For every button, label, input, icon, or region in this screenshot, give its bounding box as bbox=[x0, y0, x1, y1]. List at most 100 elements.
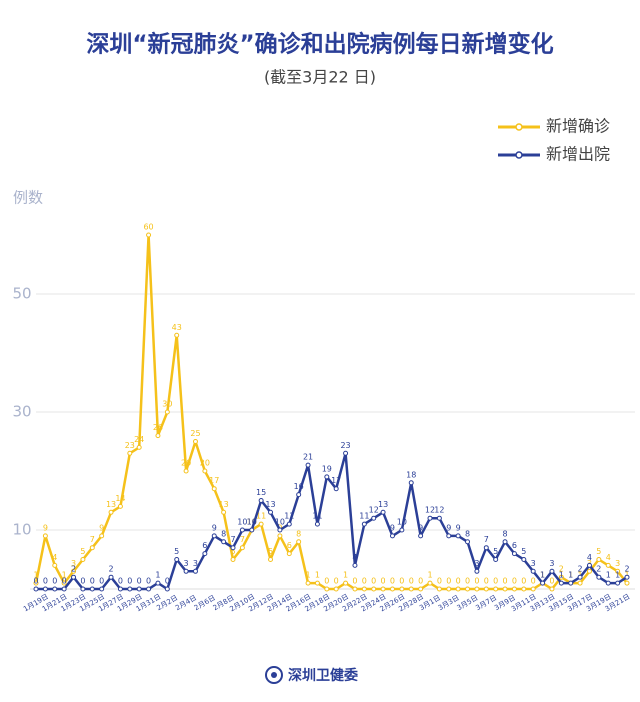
data-label: 9 bbox=[390, 523, 395, 532]
data-label: 1 bbox=[606, 571, 611, 580]
data-label: 10 bbox=[247, 518, 257, 527]
y-tick-label: 50 bbox=[12, 285, 31, 303]
data-label: 5 bbox=[268, 547, 273, 556]
point bbox=[483, 545, 489, 551]
point bbox=[239, 527, 245, 533]
point bbox=[530, 568, 536, 574]
point bbox=[605, 580, 611, 586]
data-label: 1 bbox=[33, 571, 38, 580]
data-label: 13 bbox=[106, 500, 116, 509]
point bbox=[258, 521, 264, 527]
data-label: 0 bbox=[390, 577, 395, 586]
point bbox=[474, 568, 480, 574]
point bbox=[99, 533, 105, 539]
data-label: 1 bbox=[155, 571, 160, 580]
point bbox=[71, 568, 77, 574]
point bbox=[343, 450, 349, 456]
data-label: 0 bbox=[465, 577, 470, 586]
point bbox=[305, 462, 311, 468]
data-label: 0 bbox=[90, 577, 95, 586]
data-label: 5 bbox=[493, 547, 498, 556]
point bbox=[624, 580, 630, 586]
point bbox=[117, 503, 123, 509]
point bbox=[436, 515, 442, 521]
point bbox=[502, 539, 508, 545]
data-label: 60 bbox=[143, 223, 153, 232]
point bbox=[530, 586, 536, 592]
y-tick-label: 10 bbox=[12, 521, 31, 539]
legend-marker bbox=[515, 123, 523, 131]
data-label: 0 bbox=[146, 577, 151, 586]
point bbox=[164, 409, 170, 415]
point bbox=[465, 539, 471, 545]
data-label: 3 bbox=[549, 559, 554, 568]
point bbox=[446, 533, 452, 539]
point bbox=[586, 568, 592, 574]
data-label: 4 bbox=[587, 553, 592, 562]
point bbox=[99, 586, 105, 592]
data-label: 20 bbox=[181, 459, 191, 468]
data-label: 0 bbox=[127, 577, 132, 586]
data-label: 0 bbox=[446, 577, 451, 586]
data-label: 0 bbox=[418, 577, 423, 586]
footer: 深圳卫健委 bbox=[288, 667, 358, 684]
point bbox=[202, 468, 208, 474]
point bbox=[465, 586, 471, 592]
point bbox=[540, 580, 546, 586]
data-label: 0 bbox=[512, 577, 517, 586]
data-label: 5 bbox=[174, 547, 179, 556]
data-label: 0 bbox=[409, 577, 414, 586]
point bbox=[296, 539, 302, 545]
data-label: 0 bbox=[43, 577, 48, 586]
point bbox=[371, 586, 377, 592]
point bbox=[146, 586, 152, 592]
line bbox=[34, 233, 628, 591]
point bbox=[230, 545, 236, 551]
data-label: 8 bbox=[296, 529, 301, 538]
point bbox=[174, 332, 180, 338]
point bbox=[333, 586, 339, 592]
data-label: 0 bbox=[399, 577, 404, 586]
point bbox=[493, 586, 499, 592]
data-label: 16 bbox=[294, 482, 304, 491]
point bbox=[155, 580, 161, 586]
data-label: 2 bbox=[596, 565, 601, 574]
data-label: 5 bbox=[521, 547, 526, 556]
data-label: 1 bbox=[568, 571, 573, 580]
data-label: 3 bbox=[71, 559, 76, 568]
data-label: 0 bbox=[474, 577, 479, 586]
point bbox=[268, 509, 274, 515]
data-label: 3 bbox=[474, 559, 479, 568]
data-label: 10 bbox=[397, 518, 407, 527]
data-label: 11 bbox=[312, 512, 322, 521]
data-label: 0 bbox=[62, 577, 67, 586]
point bbox=[80, 586, 86, 592]
point bbox=[211, 533, 217, 539]
data-label: 13 bbox=[378, 500, 388, 509]
point bbox=[427, 515, 433, 521]
point bbox=[615, 568, 621, 574]
data-label: 9 bbox=[212, 523, 217, 532]
data-label: 0 bbox=[33, 577, 38, 586]
data-label: 6 bbox=[202, 541, 207, 550]
data-label: 9 bbox=[456, 523, 461, 532]
data-label: 9 bbox=[43, 523, 48, 532]
data-label: 18 bbox=[406, 470, 416, 479]
point bbox=[192, 439, 198, 444]
data-label: 0 bbox=[362, 577, 367, 586]
data-label: 0 bbox=[80, 577, 85, 586]
point bbox=[380, 586, 386, 592]
point bbox=[127, 450, 133, 456]
point bbox=[408, 480, 414, 486]
data-label: 0 bbox=[371, 577, 376, 586]
data-label: 1 bbox=[427, 571, 432, 580]
point bbox=[314, 521, 320, 527]
point bbox=[277, 533, 283, 539]
point bbox=[408, 586, 414, 592]
point bbox=[33, 586, 39, 592]
point bbox=[146, 232, 152, 238]
point bbox=[117, 586, 123, 592]
data-label: 0 bbox=[352, 577, 357, 586]
point bbox=[296, 492, 302, 498]
